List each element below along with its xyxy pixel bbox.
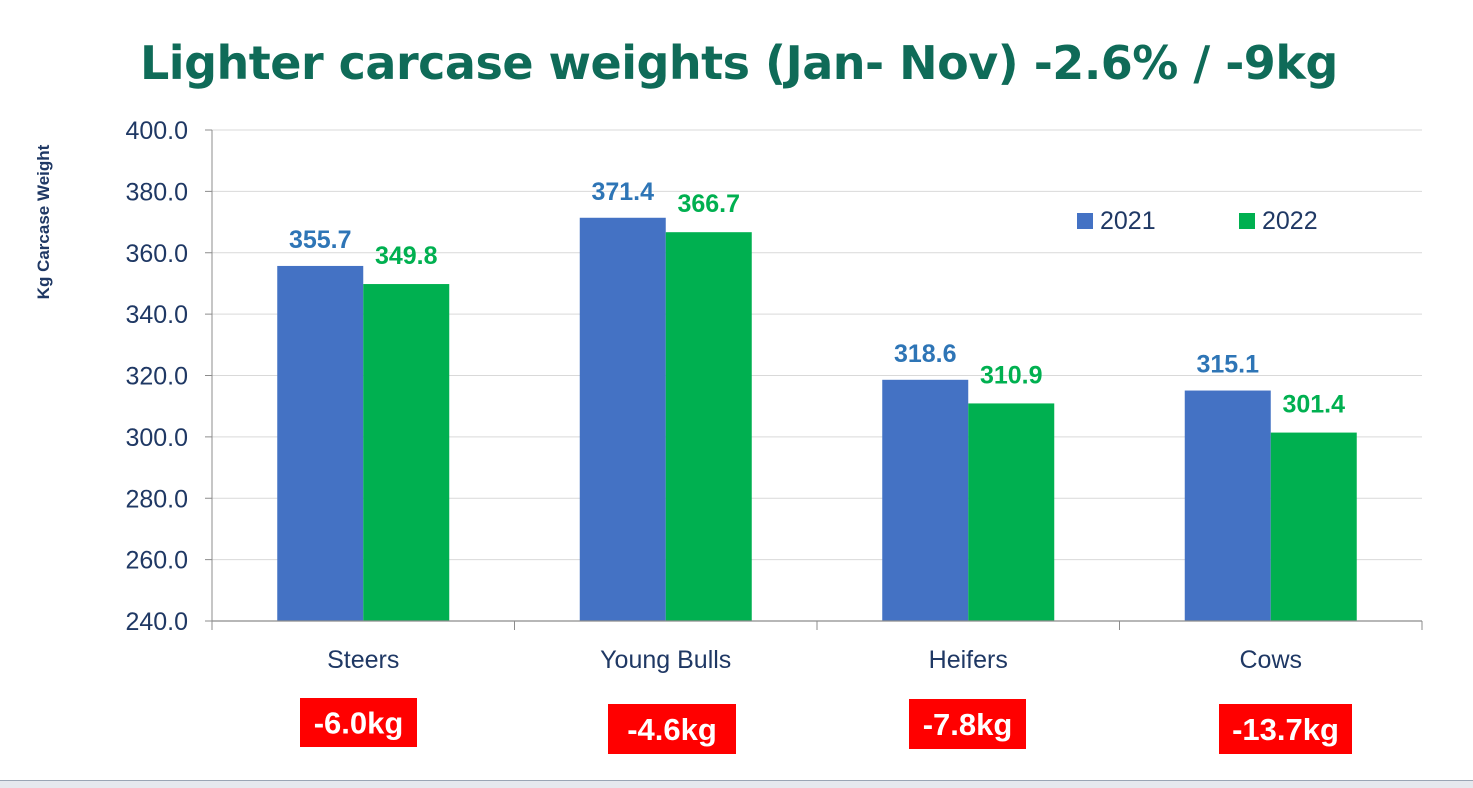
difference-badge	[608, 704, 736, 754]
difference-label: -4.6kg	[627, 712, 717, 747]
data-label: 315.1	[1196, 351, 1259, 379]
difference-badges: -6.0kg -4.6kg -7.8kg -13.7kg	[300, 698, 1352, 754]
bars	[277, 217, 1357, 622]
legend: 2021 2022	[1077, 207, 1318, 235]
data-label: 355.7	[289, 226, 352, 254]
bar-2021-heifers	[882, 379, 969, 621]
legend-label: 2021	[1100, 207, 1156, 235]
data-label: 371.4	[591, 178, 654, 206]
y-tick-labels: 240.0 260.0 280.0 300.0 320.0 340.0 360.0 380.0…	[125, 117, 188, 636]
y-tick-label: 340.0	[125, 301, 188, 329]
difference-badge	[1219, 704, 1352, 754]
bar-2022-young-bulls	[665, 232, 752, 621]
bottom-divider	[0, 780, 1473, 788]
y-tick-label: 380.0	[125, 178, 188, 206]
y-tick-label: 260.0	[125, 547, 188, 575]
difference-label: -7.8kg	[923, 707, 1013, 742]
y-tick-label: 400.0	[125, 117, 188, 145]
difference-badge	[300, 698, 417, 747]
difference-label: -6.0kg	[314, 706, 404, 741]
chart-title: Lighter carcase weights (Jan- Nov) -2.6%…	[140, 36, 1338, 90]
legend-swatch	[1239, 213, 1255, 229]
bar-2022-steers	[363, 284, 450, 621]
x-tick-label: Heifers	[929, 646, 1008, 674]
axes	[211, 130, 1423, 630]
difference-badge	[909, 699, 1026, 749]
data-label: 310.9	[980, 361, 1043, 389]
x-tick-labels: Steers Young Bulls Heifers Cows	[327, 646, 1302, 674]
data-label: 301.4	[1282, 391, 1345, 419]
y-axis-label: Kg Carcase Weight	[34, 144, 53, 299]
bar-2021-steers	[277, 265, 364, 621]
y-tick-label: 280.0	[125, 485, 188, 513]
data-label: 318.6	[894, 340, 957, 368]
bar-2022-heifers	[968, 403, 1055, 621]
bar-2021-young-bulls	[579, 217, 666, 622]
legend-swatch	[1077, 213, 1093, 229]
x-tick-label: Steers	[327, 646, 399, 674]
data-label: 366.7	[677, 190, 740, 218]
data-label: 349.8	[375, 242, 438, 270]
y-tick-label: 360.0	[125, 240, 188, 268]
x-tick-label: Cows	[1239, 646, 1302, 674]
x-tick-label: Young Bulls	[600, 646, 731, 674]
bar-2021-cows	[1184, 390, 1271, 621]
bar-2022-cows	[1270, 432, 1357, 621]
data-labels: 355.7 349.8 371.4 366.7 318.6 310.9 315.1 301.4	[289, 178, 1345, 419]
y-tick-label: 320.0	[125, 363, 188, 391]
y-tick-label: 300.0	[125, 424, 188, 452]
difference-label: -13.7kg	[1232, 712, 1339, 747]
legend-label: 2022	[1262, 207, 1318, 235]
y-tick-label: 240.0	[125, 608, 188, 636]
